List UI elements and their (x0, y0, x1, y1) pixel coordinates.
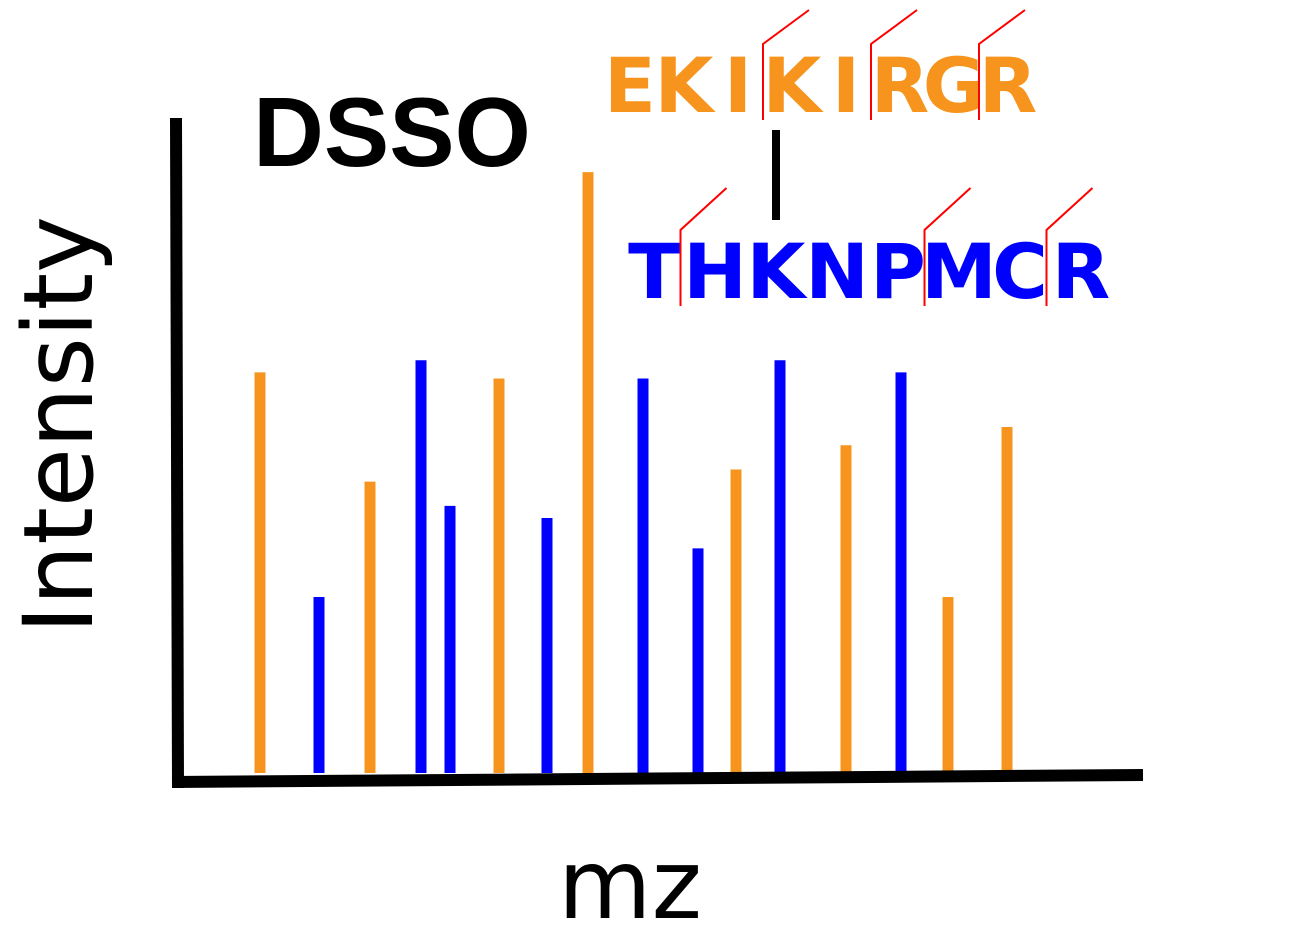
fragment-mark-alpha-3 (762, 9, 810, 120)
residue-beta-2: H (683, 227, 747, 316)
residue-alpha-1: E (604, 41, 656, 130)
residue-alpha-6: R (871, 41, 930, 130)
x-axis-label: mz (558, 829, 702, 941)
fragment-mark-beta-5 (923, 187, 972, 306)
peptide-beta: T H K N PMC R (628, 187, 1111, 316)
fragment-mark-beta-7 (1045, 187, 1094, 306)
axes (170, 117, 1144, 789)
residue-beta-8: R (1052, 227, 1111, 316)
peptide-alpha: EK I K I RGR (604, 9, 1038, 130)
residue-beta-5: P (870, 227, 926, 316)
fragment-mark-alpha-5 (870, 9, 918, 120)
residue-alpha-4: K (763, 41, 825, 130)
residue-beta-1: T (628, 227, 680, 316)
residue-alpha-2: K (655, 41, 717, 130)
residue-alpha-3: I (724, 41, 752, 130)
y-axis-label: Intensity (3, 216, 115, 634)
y-axis (170, 117, 184, 789)
residue-beta-6: M (921, 227, 997, 316)
residue-alpha-8: R (979, 41, 1038, 130)
residue-beta-3: K (747, 227, 809, 316)
residue-alpha-5: I (832, 41, 860, 130)
fragment-mark-alpha-7 (978, 9, 1026, 120)
residue-beta-4: N (805, 227, 869, 316)
residue-beta-7: C (992, 227, 1048, 316)
fragment-mark-beta-1 (679, 187, 728, 306)
spectrum-peaks (254, 172, 1013, 773)
chart-title: DSSO (253, 77, 531, 187)
residue-alpha-7: G (923, 41, 985, 130)
x-axis (171, 769, 1144, 788)
